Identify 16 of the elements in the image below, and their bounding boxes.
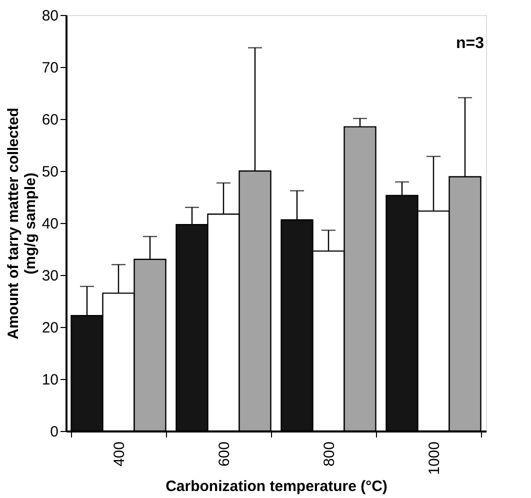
y-tick-label: 30 — [42, 268, 58, 284]
y-tick-label: 70 — [42, 60, 58, 76]
y-tick-label: 50 — [42, 164, 58, 180]
x-tick-label: 800 — [321, 442, 338, 467]
x-tick-label: 600 — [216, 442, 233, 467]
y-tick-label: 80 — [42, 8, 58, 24]
y-tick-label: 0 — [50, 424, 58, 440]
y-tick-label: 40 — [42, 216, 58, 232]
x-axis-title: Carbonization temperature (°C) — [166, 478, 388, 495]
y-tick-label: 60 — [42, 112, 58, 128]
x-tick-label: 400 — [111, 442, 128, 467]
annotation: n=3 — [456, 35, 484, 52]
y-tick-label: 10 — [42, 372, 58, 388]
y-tick-label: 20 — [42, 320, 58, 336]
y-axis-title: Amount of tarry matter collected (mg/g sample) — [4, 108, 39, 340]
x-tick-label: 1000 — [426, 442, 443, 475]
